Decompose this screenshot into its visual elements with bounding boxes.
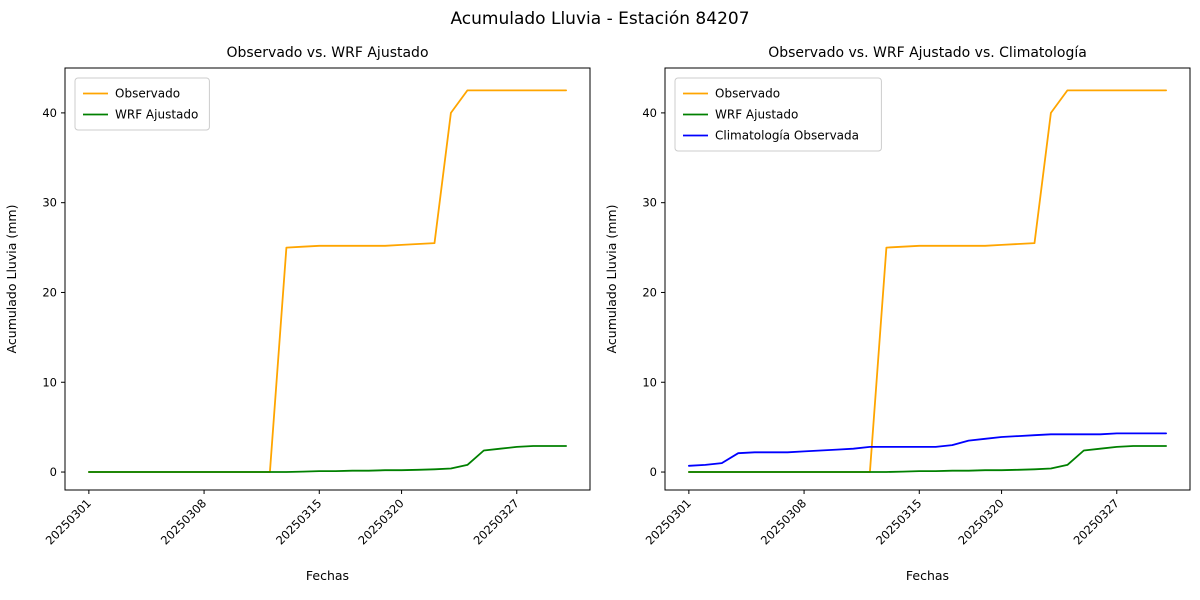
series-line-wrf-ajustado: [88, 445, 567, 473]
y-tick-label: 10: [42, 375, 57, 389]
legend-label: Observado: [715, 87, 780, 101]
x-tick-label: 20250315: [873, 496, 924, 547]
x-axis-label: Fechas: [306, 568, 349, 583]
x-tick-label: 20250315: [273, 496, 324, 547]
y-tick-label: 0: [650, 465, 657, 479]
legend-label: Climatología Observada: [715, 129, 859, 143]
left-chart-svg: Observado vs. WRF Ajustado 0 10 20 30 40 20250…: [4, 45, 591, 583]
series-line-wrf-ajustado: [688, 445, 1167, 473]
y-tick-label: 0: [50, 465, 57, 479]
x-tick-label: 20250320: [355, 496, 406, 547]
y-tick-label: 20: [642, 285, 657, 299]
x-tick-label: 20250301: [643, 496, 694, 547]
legend-box: [674, 77, 882, 152]
y-axis-label: Acumulado Lluvia (mm): [4, 205, 19, 354]
legend-label: WRF Ajustado: [115, 108, 198, 122]
y-tick-label: 10: [642, 375, 657, 389]
y-tick-label: 40: [42, 106, 57, 120]
legend-box: [74, 77, 210, 131]
figure-title: Acumulado Lluvia - Estación 84207: [450, 9, 750, 29]
legend: Observado WRF Ajustado: [74, 77, 210, 131]
x-tick-label: 20250320: [955, 496, 1006, 547]
legend: Observado WRF Ajustado Climatología Observ…: [674, 77, 882, 152]
plot-border: [64, 67, 591, 491]
x-tick-label: 20250327: [471, 496, 522, 547]
series-line-climatología-observada: [688, 432, 1167, 467]
right-subplot: Observado vs. WRF Ajustado vs. Climatolo…: [600, 40, 1200, 600]
legend-label: WRF Ajustado: [715, 108, 798, 122]
y-tick-label: 30: [42, 196, 57, 210]
subplot-title: Observado vs. WRF Ajustado vs. Climatolo…: [768, 45, 1087, 61]
plots-row: Observado vs. WRF Ajustado 0 10 20 30 40 20250…: [0, 40, 1200, 600]
y-tick-label: 40: [642, 106, 657, 120]
x-tick-label: 20250308: [158, 496, 209, 547]
y-tick-label: 30: [642, 196, 657, 210]
right-chart-svg: Observado vs. WRF Ajustado vs. Climatolo…: [604, 45, 1191, 583]
x-tick-label: 20250301: [43, 496, 94, 547]
y-axis-label: Acumulado Lluvia (mm): [604, 205, 619, 354]
y-tick-label: 20: [42, 285, 57, 299]
x-axis-label: Fechas: [906, 568, 949, 583]
subplot-title: Observado vs. WRF Ajustado: [226, 45, 428, 61]
left-subplot: Observado vs. WRF Ajustado 0 10 20 30 40 20250…: [0, 40, 600, 600]
legend-label: Observado: [115, 87, 180, 101]
x-tick-label: 20250308: [758, 496, 809, 547]
x-tick-label: 20250327: [1071, 496, 1122, 547]
